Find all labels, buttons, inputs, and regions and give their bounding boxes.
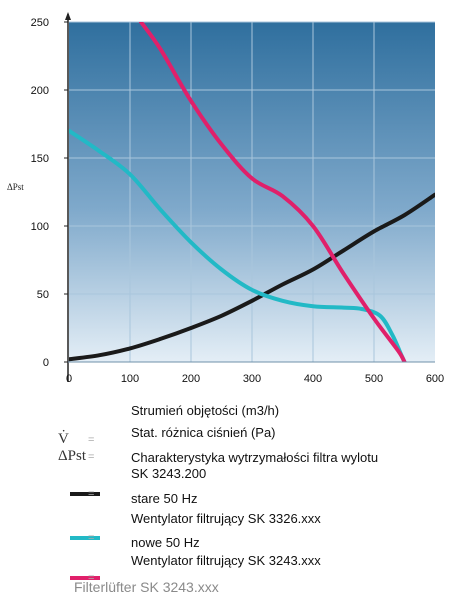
y-tick-label: 0 xyxy=(43,357,49,369)
x-tick-label: 0 xyxy=(66,373,72,385)
legend-line-pink xyxy=(70,576,100,580)
equals-sign: = xyxy=(88,572,95,584)
legend: Strumień objętości (m3/h) V̇ = Stat. róż… xyxy=(0,398,449,607)
y-axis-arrow xyxy=(65,12,71,20)
x-tick-label: 200 xyxy=(182,373,200,385)
axes xyxy=(65,12,435,382)
filter-resistance-label: Charakterystyka wytrzymałości filtra wyl… xyxy=(131,450,379,465)
equals-sign: = xyxy=(88,434,95,446)
dp-symbol: ΔPst xyxy=(58,448,86,464)
y-tick-label: 250 xyxy=(31,17,49,29)
grid xyxy=(69,21,435,362)
chart: 0 50 100 150 200 250 0 100 200 300 400 500 600 ΔPst xyxy=(7,12,445,385)
y-axis-quantity: Stat. różnica ciśnień (Pa) xyxy=(131,425,276,440)
equals-sign: = xyxy=(88,532,95,544)
x-tick-label: 500 xyxy=(365,373,383,385)
legend-line-cyan xyxy=(70,536,100,540)
series-group xyxy=(69,22,435,362)
y-tick-label: 100 xyxy=(31,221,49,233)
series-line-new xyxy=(69,128,407,362)
equals-sign: = xyxy=(88,488,95,500)
series-line-old xyxy=(139,22,407,362)
filterluefter-label: Filterlüfter SK 3243.xxx xyxy=(74,579,219,595)
fan-3326-label: Wentylator filtrujący SK 3326.xxx xyxy=(131,511,321,526)
x-tick-label: 100 xyxy=(121,373,139,385)
equals-sign: = xyxy=(88,451,95,463)
y-tick-label: 50 xyxy=(37,289,49,301)
x-axis-quantity: Strumień objętości (m3/h) xyxy=(131,403,280,418)
v-symbol: V̇ xyxy=(58,431,69,447)
series-line-filter xyxy=(69,192,435,362)
y-axis-label: ΔPst xyxy=(7,182,24,192)
x-tick-label: 400 xyxy=(304,373,322,385)
fan-3243-label: Wentylator filtrujący SK 3243.xxx xyxy=(131,553,321,568)
new-label: nowe 50 Hz xyxy=(131,535,200,550)
legend-line-black xyxy=(70,492,100,496)
x-tick-label: 600 xyxy=(426,373,444,385)
filter-resistance-model: SK 3243.200 xyxy=(131,466,207,481)
y-tick-label: 200 xyxy=(31,85,49,97)
y-tick-label: 150 xyxy=(31,153,49,165)
x-tick-label: 300 xyxy=(243,373,261,385)
tick-labels: 0 50 100 150 200 250 0 100 200 300 400 500 600 xyxy=(31,17,445,385)
old-label: stare 50 Hz xyxy=(131,491,198,506)
